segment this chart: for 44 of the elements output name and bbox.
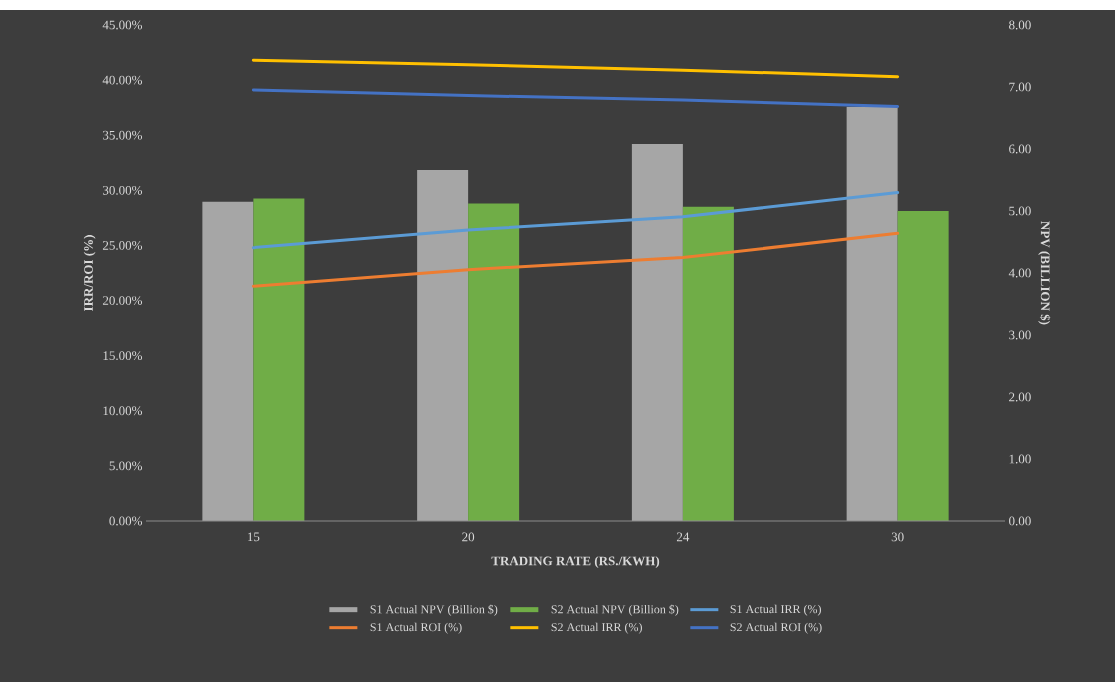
y2-tick-label: 4.00 <box>1008 268 1031 278</box>
x-tick-label: 20 <box>462 532 475 542</box>
y-tick-label: 15.00% <box>103 351 143 361</box>
legend-label: S2 Actual IRR (%) <box>551 622 642 634</box>
x-tick-label: 15 <box>248 532 260 542</box>
legend-label: S2 Actual ROI (%) <box>730 622 822 634</box>
legend-label: S1 Actual NPV (Billion $) <box>370 604 498 616</box>
line-series <box>251 231 900 288</box>
bar <box>468 203 520 521</box>
legend-label: S1 Actual ROI (%) <box>370 622 462 634</box>
y-tick-label: 20.00% <box>102 296 143 305</box>
x-axis-title: TRADING RATE (RS./KWH) <box>491 556 660 568</box>
line-series <box>251 58 900 79</box>
x-tick-label: 30 <box>891 532 904 542</box>
bar <box>253 198 305 521</box>
bar <box>417 170 469 521</box>
y2-tick-label: 8.00 <box>1009 20 1031 30</box>
legend-label: S2 Actual NPV (Billion $) <box>551 604 679 616</box>
y2-tick-label: 5.00 <box>1009 206 1031 216</box>
bar <box>846 106 898 521</box>
legend-label: S1 Actual IRR (%) <box>730 604 821 616</box>
y2-axis-title: NPV (BILLION $) <box>1038 221 1051 325</box>
y-axis-title: IRR/ROI (%) <box>83 235 96 312</box>
x-tick-label: 24 <box>676 532 690 542</box>
y2-tick-label: 1.00 <box>1009 454 1031 464</box>
y-tick-label: 30.00% <box>103 185 143 195</box>
y2-tick-label: 2.00 <box>1009 392 1031 402</box>
line-series <box>251 191 900 250</box>
y2-tick-label: 0.00 <box>1009 516 1031 526</box>
y2-tick-label: 3.00 <box>1009 330 1031 340</box>
y-tick-label: 0.00% <box>109 516 143 526</box>
bar <box>682 206 734 521</box>
y-tick-label: 35.00% <box>103 130 143 140</box>
y2-tick-label: 7.00 <box>1009 82 1031 92</box>
line-series <box>251 88 900 109</box>
y-tick-label: 40.00% <box>102 75 143 85</box>
y-tick-label: 25.00% <box>102 241 143 250</box>
y-tick-label: 5.00% <box>109 461 143 471</box>
bar <box>202 201 254 521</box>
bar <box>897 211 949 521</box>
y-tick-label: 10.00% <box>103 406 143 416</box>
y-tick-label: 45.00% <box>102 20 143 30</box>
bar <box>631 144 683 521</box>
y2-tick-label: 6.00 <box>1009 144 1031 154</box>
